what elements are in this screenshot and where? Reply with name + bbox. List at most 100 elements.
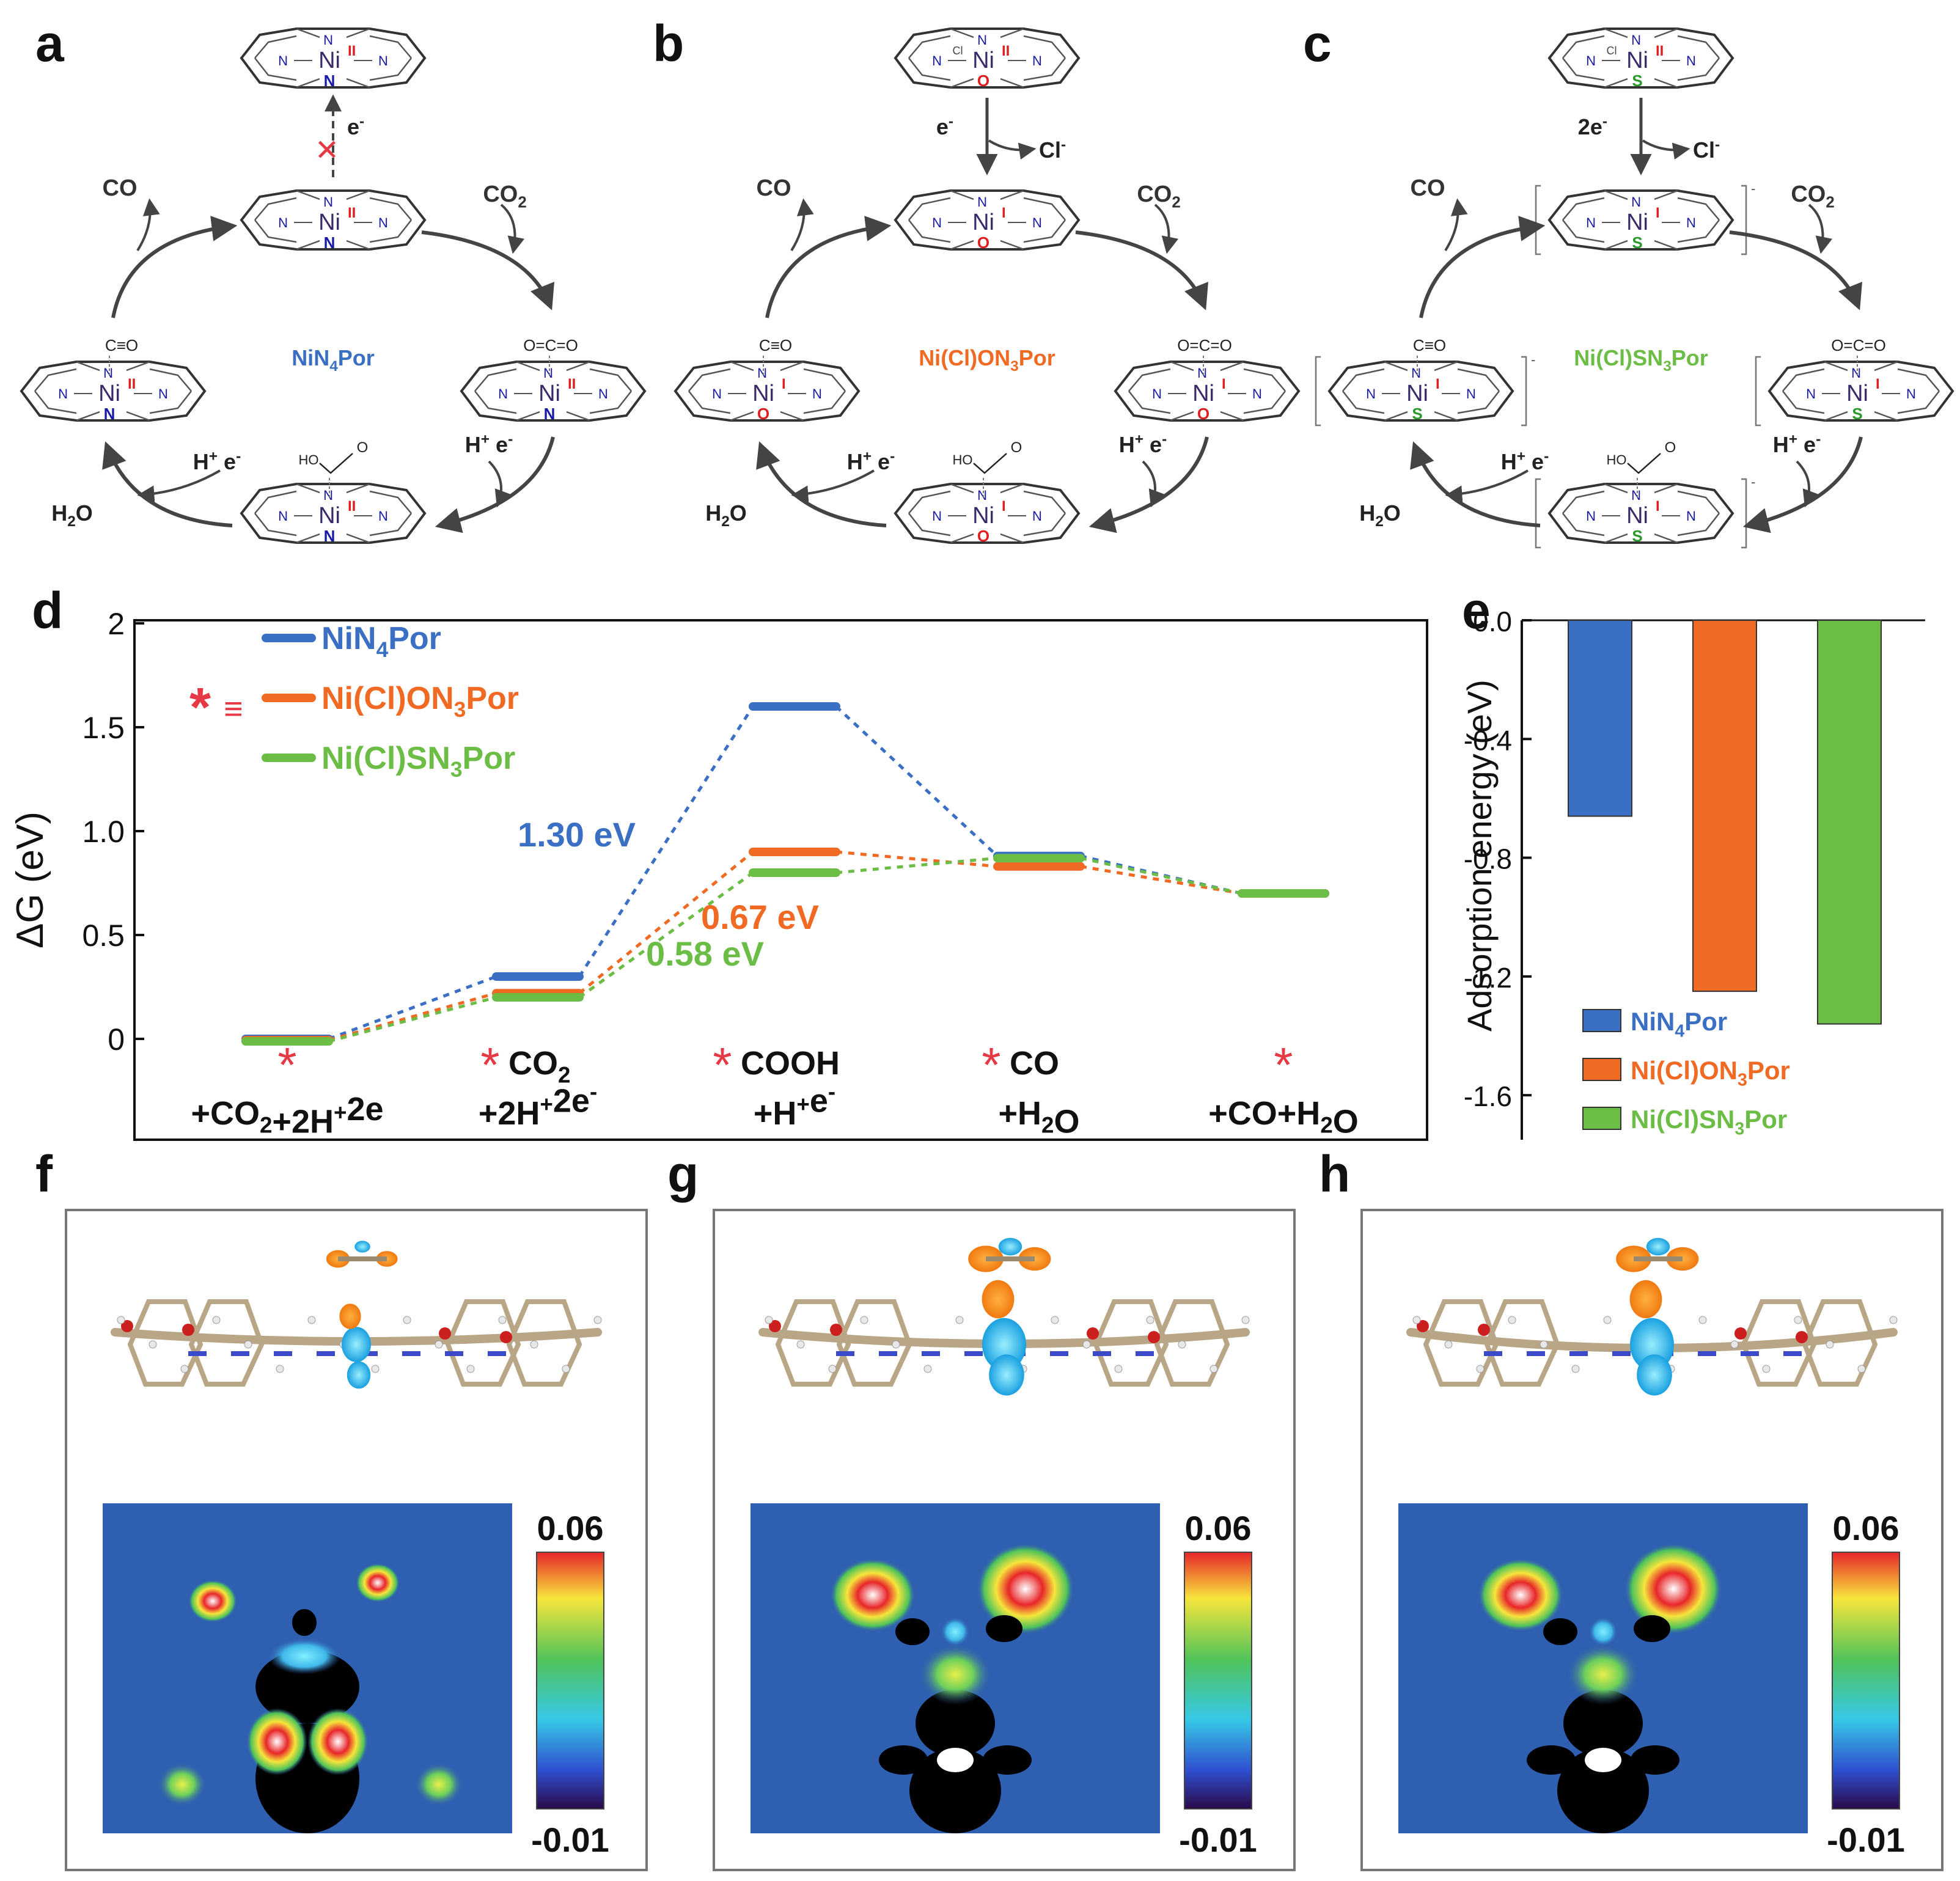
nitrogen-top: N (1851, 365, 1861, 381)
legend-star: * (189, 677, 211, 738)
electron-label: e- (936, 113, 953, 139)
nickel-oxidation-state: I (1222, 376, 1226, 392)
adsorption-bar-chart: 0.0 -0.4 -0.8 -1.2 -1.6 Adsorption energy (eV… (1460, 606, 1925, 1140)
proton-arrow-right (488, 460, 511, 508)
nickel-oxidation-state: II (128, 376, 136, 392)
nickel-center: Ni (98, 381, 120, 406)
nickel-oxidation-state: I (1876, 376, 1880, 392)
nitrogen-top: N (977, 488, 987, 503)
porphyrin-ring (1767, 361, 1954, 422)
nitrogen-left: N (932, 508, 942, 524)
hydrogen-atom (1508, 1316, 1516, 1324)
porphyrin-inner-bonds (34, 368, 192, 414)
porphyrin-meso-bonds (1824, 361, 1898, 422)
nickel-oxidation-state: I (782, 376, 786, 392)
y-tick-label: -1.6 (1464, 1080, 1512, 1112)
nitrogen-left: N (932, 53, 942, 68)
nitrogen-right: N (1032, 508, 1042, 524)
nitrogen-right: N (598, 386, 608, 402)
porphyrin-meso-bonds (950, 189, 1024, 251)
nickel-oxidation-state: II (348, 43, 356, 59)
porphyrin-meso-bonds (296, 483, 370, 544)
step-star: * (982, 1038, 1000, 1092)
ligand-atom: N (324, 72, 336, 90)
nitrogen-right: N (1906, 386, 1916, 402)
oxygen-atom (1478, 1324, 1490, 1336)
arrow-to-cooh (1088, 436, 1209, 534)
co2-in-label: CO2 (1791, 182, 1834, 211)
porphyrin-inner-bonds (1562, 197, 1720, 243)
nickel-center: Ni (318, 48, 340, 73)
connector (1080, 865, 1242, 895)
hydrogen-atom (860, 1316, 868, 1324)
proton-label-left: H+ e- (1501, 448, 1549, 474)
hydrogen-atom (180, 1365, 189, 1373)
arrow-to-regenerated (1419, 216, 1546, 318)
colorbar-min: -0.01 (1179, 1821, 1257, 1859)
panel-letter-f: f (35, 1145, 53, 1203)
step-reactants: +H2O (999, 1095, 1080, 1140)
barrier-annotation: 0.67 eV (701, 898, 819, 936)
chloride-label: Cl- (1039, 136, 1066, 163)
nickel-center: Ni (318, 210, 340, 235)
water-out-arrow (137, 469, 221, 503)
oxygen-atom (1796, 1331, 1808, 1343)
adsorbed-co: C≡O (759, 336, 792, 354)
connector (578, 705, 755, 978)
step-reactants: +CO+H2O (1208, 1095, 1359, 1140)
nitrogen-left: N (1586, 215, 1596, 230)
panel-letter-g: g (667, 1145, 699, 1203)
hydrogen-atom (1762, 1365, 1771, 1373)
connector (328, 991, 497, 1042)
chloride-ligand: Cl (953, 45, 963, 57)
c-node (1588, 1617, 1618, 1646)
o-density-left (188, 1580, 237, 1623)
co2-in-label: CO2 (1137, 182, 1180, 211)
c-density (268, 1638, 341, 1674)
bar-Ni(Cl)SN3Por (1817, 620, 1882, 1025)
porphyrin-ring (1327, 361, 1514, 422)
porphyrin-meso-bonds (1604, 483, 1678, 544)
porphyrin-inner-bonds (254, 35, 412, 81)
hydrogen-atom (1730, 1340, 1739, 1349)
nickel-center: Ni (752, 381, 774, 406)
adsorbed-cooh-o: O (357, 439, 369, 456)
cooh-bonds (1627, 453, 1661, 474)
hydrogen-atom (1540, 1340, 1548, 1349)
phenyl-ring (1741, 1299, 1817, 1387)
ligand-atom: N (324, 233, 336, 252)
barrier-annotation: 0.58 eV (646, 934, 764, 973)
charge-density-panels: 0.06 -0.01 0.06 -0.01 0.06 -0.01 (65, 1209, 1943, 1871)
arrow-to-co-adduct (102, 441, 233, 527)
hydrogen-atom (923, 1365, 932, 1373)
hydrogen-atom (562, 1365, 570, 1373)
o-node-left (895, 1618, 930, 1645)
step-adsorbate: COOH (741, 1045, 840, 1082)
co-out-label: CO (1411, 175, 1445, 201)
ni-dz2-lobe-upper (1563, 1690, 1643, 1757)
arrow-to-co-adduct (756, 441, 887, 527)
accumulation-lobe (339, 1304, 361, 1329)
phenyl-ring (1423, 1299, 1499, 1387)
nitrogen-right: N (1686, 215, 1696, 230)
porphyrin-ring (240, 483, 427, 544)
nitrogen-top: N (757, 365, 767, 381)
porphyrin-inner-bonds (1128, 368, 1286, 414)
arrow-to-regenerated (111, 216, 238, 318)
y-axis-label: ΔG (eV) (9, 812, 51, 948)
ni-node (937, 1748, 974, 1772)
charge-panel-f: 0.06 -0.01 (65, 1209, 648, 1871)
step-label: *+CO2+2H+2e (191, 1038, 383, 1140)
o-node-left (1543, 1618, 1577, 1645)
panel-letter-d: d (32, 582, 63, 639)
hydrogen-atom (892, 1340, 900, 1349)
porphyrin-meso-bonds (516, 361, 590, 422)
nitrogen-left: N (932, 215, 942, 230)
proton-label-right: H+ e- (1773, 431, 1821, 457)
hydrogen-atom (530, 1340, 538, 1349)
